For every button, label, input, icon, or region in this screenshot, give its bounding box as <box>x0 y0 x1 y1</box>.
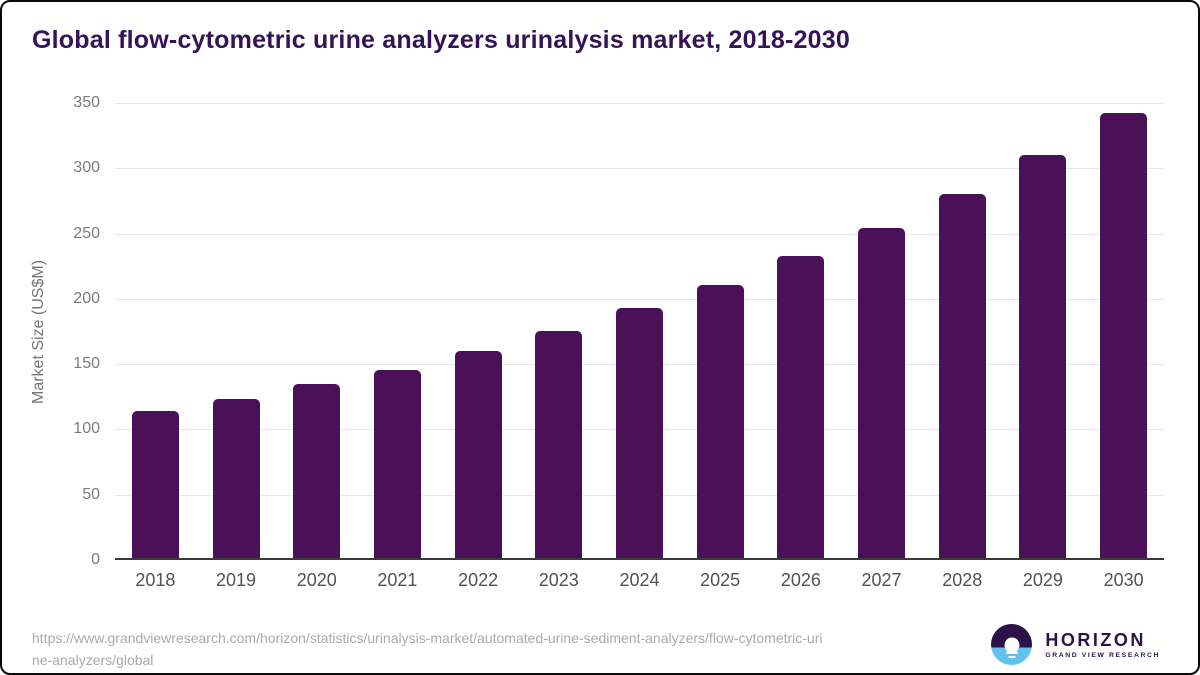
bar-slot-2025 <box>680 103 761 558</box>
bar-slot-2019 <box>196 103 277 558</box>
bar-2020 <box>293 383 341 558</box>
xtick-label-2023: 2023 <box>538 570 579 590</box>
xtick-label-2021: 2021 <box>377 570 418 590</box>
bar-slot-2028 <box>922 103 1003 558</box>
logo-subtitle: GRAND VIEW RESEARCH <box>1045 652 1160 659</box>
ytick-label-350: 350 <box>73 94 100 111</box>
ytick-label-250: 250 <box>73 224 100 242</box>
xtick-label-2019: 2019 <box>216 570 257 590</box>
bar-2029 <box>1019 155 1067 558</box>
xtick-label-2024: 2024 <box>619 570 660 590</box>
bars-layer <box>115 103 1164 558</box>
xtick-label-2026: 2026 <box>780 570 821 590</box>
horizon-logo: HORIZON GRAND VIEW RESEARCH <box>991 624 1160 665</box>
ytick-label-0: 0 <box>91 551 100 568</box>
gridline-250 <box>115 233 1164 235</box>
bar-2019 <box>212 399 260 558</box>
bar-slot-2020 <box>276 103 357 558</box>
bar-slot-2023 <box>518 103 599 558</box>
logo-text: HORIZON GRAND VIEW RESEARCH <box>1045 630 1160 659</box>
horizon-logo-icon <box>991 624 1033 665</box>
xtick-label-2020: 2020 <box>296 570 337 590</box>
ytick-label-100: 100 <box>73 420 100 438</box>
ytick-label-300: 300 <box>73 159 100 177</box>
bar-2022 <box>454 351 502 558</box>
bar-slot-2021 <box>357 103 438 558</box>
bar-2018 <box>131 411 179 558</box>
sun-icon <box>1004 637 1020 653</box>
bar-2030 <box>1100 113 1148 558</box>
bar-slot-2018 <box>115 103 196 558</box>
bar-2028 <box>938 194 986 558</box>
chart-title: Global flow-cytometric urine analyzers u… <box>32 26 850 54</box>
xtick-label-2030: 2030 <box>1103 570 1144 590</box>
bar-slot-2027 <box>841 103 922 558</box>
xtick-label-2029: 2029 <box>1022 570 1063 590</box>
xtick-label-2022: 2022 <box>458 570 499 590</box>
source-url: https://www.grandviewresearch.com/horizo… <box>32 627 952 671</box>
source-url-line-2: ne-analyzers/global <box>32 652 154 668</box>
gridline-300 <box>115 168 1164 170</box>
plot-area: 0 50 100 150 200 250 300 350 2018 2019 2020 2021 20… <box>73 94 1164 590</box>
ytick-layer: 0 50 100 150 200 250 300 350 <box>73 94 1164 568</box>
bar-2021 <box>373 369 421 558</box>
gridline-200 <box>115 298 1164 300</box>
source-url-line-1: https://www.grandviewresearch.com/horizo… <box>32 630 823 646</box>
logo-dash <box>1005 651 1018 655</box>
bar-2026 <box>777 256 825 558</box>
x-axis-line <box>115 558 1164 560</box>
logo-title: HORIZON <box>1045 630 1146 650</box>
gridline-350 <box>115 103 1164 104</box>
bar-slot-2024 <box>599 103 680 558</box>
bar-2023 <box>535 330 583 558</box>
bar-2025 <box>696 285 744 558</box>
xtick-label-2025: 2025 <box>700 570 741 590</box>
bar-slot-2022 <box>438 103 519 558</box>
ytick-label-150: 150 <box>73 355 100 373</box>
bar-slot-2026 <box>761 103 842 558</box>
xtick-label-2028: 2028 <box>942 570 983 590</box>
ytick-label-200: 200 <box>73 289 100 307</box>
xtick-label-2027: 2027 <box>861 570 902 590</box>
xtick-label-2018: 2018 <box>135 570 176 590</box>
bar-2024 <box>615 308 663 558</box>
bar-slot-2030 <box>1083 103 1164 558</box>
y-axis-title: Market Size (US$M) <box>30 259 47 404</box>
bar-slot-2029 <box>1003 103 1084 558</box>
logo-dash <box>1008 655 1016 659</box>
ytick-label-50: 50 <box>82 485 100 503</box>
xaxis-labels: 2018 2019 2020 2021 2022 2023 2024 2025 2026 2027… <box>115 560 1164 591</box>
bar-2027 <box>858 227 906 558</box>
